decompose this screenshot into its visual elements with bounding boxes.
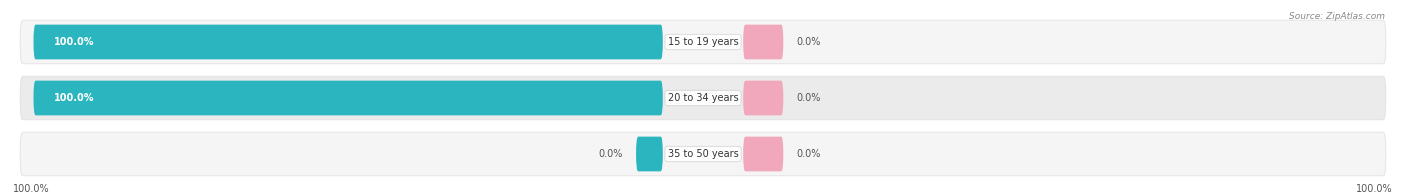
Text: 0.0%: 0.0% — [797, 93, 821, 103]
Text: 0.0%: 0.0% — [797, 149, 821, 159]
Text: 100.0%: 100.0% — [14, 184, 51, 194]
Text: 100.0%: 100.0% — [53, 37, 94, 47]
Text: 100.0%: 100.0% — [53, 93, 94, 103]
FancyBboxPatch shape — [20, 20, 1386, 64]
FancyBboxPatch shape — [744, 137, 783, 171]
FancyBboxPatch shape — [636, 137, 662, 171]
FancyBboxPatch shape — [20, 132, 1386, 176]
FancyBboxPatch shape — [744, 81, 783, 115]
FancyBboxPatch shape — [744, 25, 783, 59]
FancyBboxPatch shape — [34, 25, 662, 59]
Text: 15 to 19 years: 15 to 19 years — [668, 37, 738, 47]
Text: 0.0%: 0.0% — [797, 37, 821, 47]
Text: 0.0%: 0.0% — [599, 149, 623, 159]
Text: Source: ZipAtlas.com: Source: ZipAtlas.com — [1289, 12, 1385, 21]
FancyBboxPatch shape — [34, 81, 662, 115]
FancyBboxPatch shape — [20, 76, 1386, 120]
Text: 20 to 34 years: 20 to 34 years — [668, 93, 738, 103]
Text: 35 to 50 years: 35 to 50 years — [668, 149, 738, 159]
Text: 100.0%: 100.0% — [1355, 184, 1392, 194]
